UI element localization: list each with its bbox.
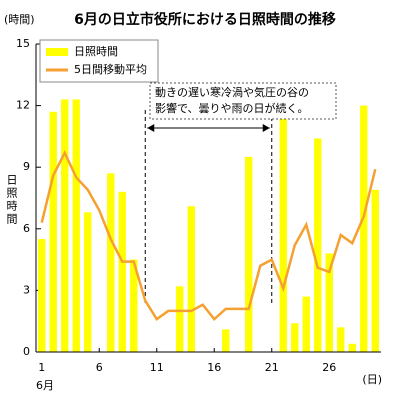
bar [61,99,69,352]
bar [222,329,230,352]
annotation-text: 影響で、曇りや雨の日が続く。 [155,101,309,115]
annotation-text: 動きの遅い寒冷渦や気圧の谷の [155,85,309,99]
bar [371,189,379,352]
y-tick-label: 15 [16,37,30,50]
chart-title: 6月の日立市役所における日照時間の推移 [74,11,336,28]
bar [302,296,310,352]
x-tick-label: 16 [207,361,221,374]
line [40,149,377,321]
bar [279,115,287,352]
bar [348,343,356,352]
y-unit: (時間) [4,13,35,26]
annotation-box [149,82,337,120]
bar [118,191,126,352]
bar [176,286,184,352]
bar [130,259,138,352]
month-label: 6月 [36,379,54,392]
x-tick-label: 21 [265,361,279,374]
legend-box [39,39,159,83]
x-tick-label: 11 [150,361,164,374]
y-tick-label: 6 [23,222,30,235]
bar [72,99,80,352]
bar [291,323,299,352]
x-tick-label: 6 [96,361,103,374]
y-tick-label: 12 [16,99,30,112]
y-tick-label: 3 [23,283,30,296]
y-axis-label: 日照時間 [7,174,18,226]
bar [187,206,195,352]
bar [314,138,322,352]
legend-label: 日照時間 [74,45,118,58]
x-unit: (日) [362,373,382,386]
legend-label: 5日間移動平均 [74,62,147,76]
bar [38,239,46,352]
legend-swatch [46,48,68,56]
y-tick-label: 9 [23,160,30,173]
bar [360,105,368,352]
x-tick-label: 26 [322,361,336,374]
bar [325,253,333,352]
bar [107,173,115,352]
bar [245,156,253,352]
bar [49,111,57,352]
x-tick-label: 1 [38,361,45,374]
bar [337,327,345,352]
bar [84,212,92,352]
y-tick-label: 0 [23,345,30,358]
